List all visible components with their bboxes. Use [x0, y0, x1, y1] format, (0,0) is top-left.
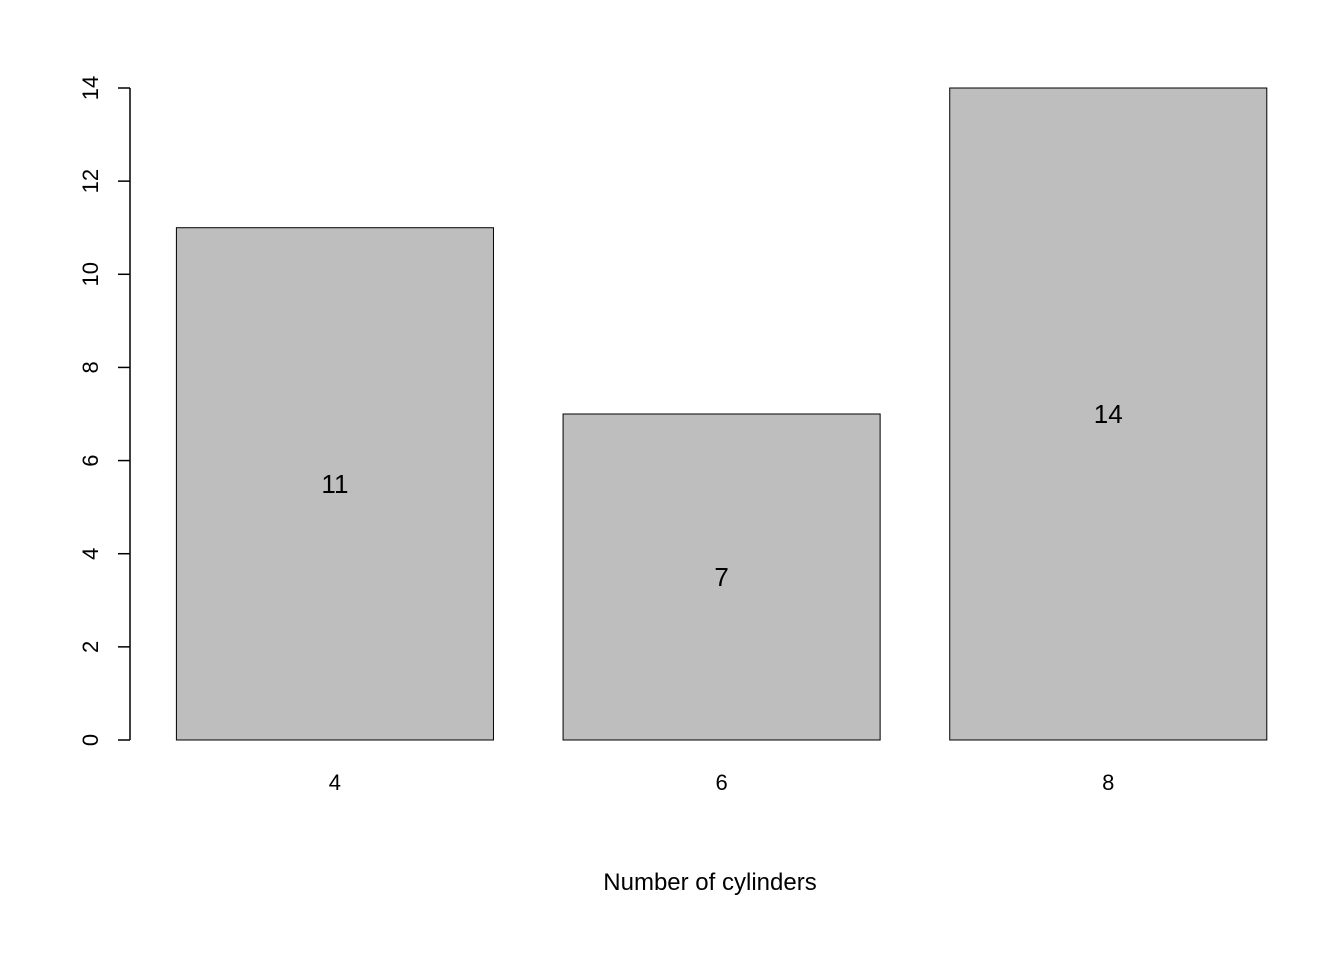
bar-chart: 11 4 7 6 14 8 0 2 4 6 8 10 12 14 Number of cylinders	[0, 0, 1344, 960]
ytick-label-10: 10	[78, 262, 103, 286]
xtick-label-4: 4	[329, 770, 341, 795]
ytick-label-0: 0	[78, 734, 103, 746]
ytick-label-8: 8	[78, 361, 103, 373]
bar-label-8: 14	[1094, 399, 1123, 429]
ytick-label-6: 6	[78, 454, 103, 466]
chart-svg: 11 4 7 6 14 8 0 2 4 6 8 10 12 14 Number of cylinders	[0, 0, 1344, 960]
bar-label-6: 7	[714, 562, 728, 592]
ytick-label-12: 12	[78, 169, 103, 193]
xtick-label-6: 6	[715, 770, 727, 795]
ytick-label-2: 2	[78, 641, 103, 653]
x-axis-label: Number of cylinders	[603, 869, 816, 896]
xtick-label-8: 8	[1102, 770, 1114, 795]
bar-label-4: 11	[321, 469, 348, 499]
ytick-label-14: 14	[78, 76, 103, 100]
ytick-label-4: 4	[78, 548, 103, 560]
